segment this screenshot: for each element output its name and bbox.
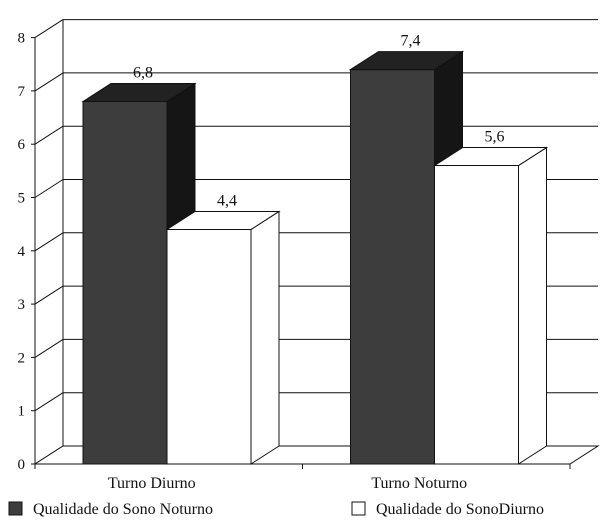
side-wall-line xyxy=(34,392,64,412)
bar-front xyxy=(166,228,252,465)
side-wall-line xyxy=(34,72,64,92)
legend: Qualidade do Sono Noturno Qualidade do So… xyxy=(8,501,544,518)
x-tick-label: Turno Diurno xyxy=(108,475,196,492)
bar-top xyxy=(165,210,281,230)
bar-top xyxy=(432,147,549,167)
legend-label: Qualidade do Sono Noturno xyxy=(33,501,213,518)
bar-front xyxy=(350,69,435,465)
bar-side xyxy=(250,210,280,465)
bar-top xyxy=(81,83,197,103)
y-tick-label: 6 xyxy=(18,137,26,153)
y-tick-label: 4 xyxy=(18,244,26,260)
side-wall-line xyxy=(34,179,64,198)
bar-front xyxy=(82,101,168,465)
bars xyxy=(81,50,549,465)
data-label: 7,4 xyxy=(401,33,421,50)
side-wall-line xyxy=(34,338,64,358)
y-tick-label: 3 xyxy=(18,297,26,313)
y-tick-label: 0 xyxy=(18,457,26,473)
x-axis: Turno Diurno Turno Noturno xyxy=(34,463,571,492)
x-tick-label: Turno Noturno xyxy=(371,475,467,492)
legend-label: Qualidade do SonoDiurno xyxy=(376,501,544,518)
side-wall-line xyxy=(34,232,64,252)
y-tick-label: 1 xyxy=(18,404,26,420)
data-label: 5,6 xyxy=(485,129,505,146)
legend-swatch xyxy=(8,501,23,516)
legend-swatch xyxy=(351,501,366,516)
y-tick-label: 7 xyxy=(18,84,26,100)
y-tick-label: 5 xyxy=(18,191,26,207)
bar-top xyxy=(348,51,465,71)
side-wall-line xyxy=(34,285,64,305)
bar-side xyxy=(518,146,547,465)
y-tick-label: 8 xyxy=(18,31,26,47)
data-label: 4,4 xyxy=(217,192,237,209)
side-wall-line xyxy=(34,125,64,145)
data-labels: 6,8 7,4 4,4 5,6 xyxy=(133,33,505,210)
y-axis: 0 1 2 3 4 5 6 7 8 xyxy=(18,31,36,473)
y-tick-label: 2 xyxy=(18,350,26,366)
side-wall-line xyxy=(34,19,64,39)
bar-front xyxy=(434,165,519,465)
data-label: 6,8 xyxy=(133,65,153,82)
